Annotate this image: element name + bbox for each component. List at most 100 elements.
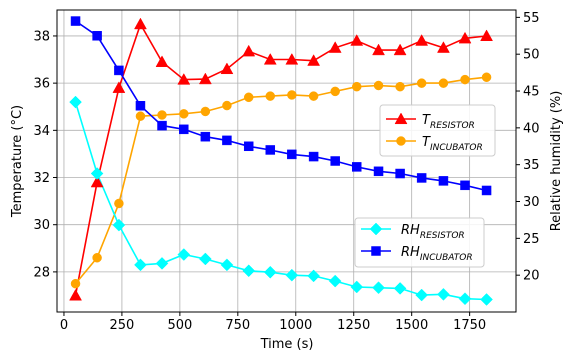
data-point-t-incubator (330, 86, 340, 97)
y-right-tick-label: 50 (523, 48, 540, 63)
y-right-tick-label: 25 (523, 232, 540, 247)
data-point-t-incubator (438, 78, 449, 88)
data-point-rh-resistor (372, 281, 385, 295)
data-point-t-incubator (157, 110, 167, 120)
data-point-t-resistor (415, 34, 429, 46)
y-right-tick-label: 20 (523, 269, 540, 284)
data-point-rh-incubator (114, 65, 124, 76)
data-point-rh-incubator (330, 156, 340, 166)
series-markers (69, 16, 493, 306)
data-point-rh-incubator (395, 168, 405, 179)
legend-marker (394, 112, 408, 125)
y-right-axis-ticks: 20 25 30 35 40 45 50 55 (516, 11, 540, 284)
data-point-rh-resistor (328, 274, 342, 288)
data-point-t-incubator (114, 198, 124, 209)
x-axis-ticks: 0 250 500 750 1000 1250 1500 1750 (60, 312, 486, 333)
y-left-axis-label: Temperature (°C) (10, 105, 25, 218)
data-point-t-incubator (179, 109, 189, 119)
data-point-t-resistor (307, 54, 321, 66)
data-point-t-resistor (242, 44, 256, 57)
data-point-rh-incubator (416, 173, 427, 183)
x-tick-label: 1250 (337, 318, 370, 333)
data-point-rh-incubator (70, 16, 81, 26)
y-left-tick-label: 32 (33, 171, 50, 186)
data-point-rh-incubator (243, 141, 254, 152)
x-tick-label: 1750 (453, 318, 486, 333)
plot-frame (56, 9, 517, 313)
data-point-t-resistor (220, 62, 234, 75)
data-point-rh-resistor (307, 269, 320, 283)
data-point-rh-resistor (155, 257, 169, 270)
y-right-tick-label: 45 (523, 85, 540, 100)
x-tick-label: 0 (60, 318, 68, 333)
data-point-t-incubator (70, 278, 81, 289)
legend-entry-t-resistor: TRESISTOR (422, 113, 475, 131)
x-tick-label: 250 (109, 318, 134, 333)
x-axis-label: Time (s) (260, 337, 314, 352)
data-point-rh-incubator (460, 180, 470, 191)
legend-sample-rh-incubator (361, 246, 391, 256)
legend-entry-rh-incubator: RHINCUBATOR (401, 245, 473, 263)
data-point-rh-resistor (112, 218, 126, 232)
data-point-t-resistor (372, 43, 385, 56)
data-point-t-incubator (395, 81, 405, 92)
data-point-t-incubator (460, 74, 470, 85)
data-point-t-resistor (177, 73, 191, 85)
data-point-rh-resistor (350, 280, 364, 294)
x-tick-label: 750 (225, 318, 250, 333)
data-point-t-resistor (134, 17, 147, 30)
data-point-rh-resistor (393, 282, 407, 295)
legend-entry-t-incubator: TINCUBATOR (422, 135, 483, 153)
data-point-t-resistor (112, 81, 126, 93)
data-point-rh-resistor (285, 268, 299, 282)
data-point-rh-resistor (458, 292, 472, 306)
data-point-t-resistor (198, 72, 212, 85)
y-right-axis-label: Relative humidity (%) (549, 91, 564, 232)
y-left-tick-label: 38 (33, 29, 50, 44)
data-point-rh-incubator (157, 120, 167, 131)
legend-box (379, 104, 496, 157)
legend-marker (371, 246, 381, 256)
data-point-rh-incubator (92, 31, 102, 41)
data-point-t-incubator (416, 78, 427, 88)
data-point-rh-incubator (438, 176, 449, 186)
legend-temperature: TRESISTOR TINCUBATOR (379, 104, 496, 157)
data-point-rh-resistor (263, 265, 277, 279)
data-point-rh-resistor (69, 95, 82, 109)
data-point-t-resistor (328, 41, 342, 53)
legend-sample-t-resistor (386, 112, 416, 125)
data-point-t-incubator (265, 91, 276, 101)
y-left-axis-ticks: 28 30 32 34 36 38 (33, 29, 57, 280)
data-point-t-resistor (285, 53, 299, 65)
data-point-rh-resistor (220, 258, 234, 272)
y-right-tick-label: 35 (523, 158, 540, 173)
legend-sample-rh-resistor (361, 222, 391, 236)
data-point-t-incubator (200, 106, 211, 117)
data-point-rh-incubator (287, 149, 297, 160)
data-point-rh-resistor (177, 248, 191, 261)
legend-humidity: RHRESISTOR RHINCUBATOR (354, 217, 485, 268)
legend-marker (369, 222, 383, 236)
y-right-tick-label: 40 (523, 121, 540, 136)
data-point-rh-resistor (480, 293, 493, 306)
y-left-tick-label: 36 (33, 77, 50, 92)
data-point-t-incubator (92, 252, 102, 263)
data-point-t-resistor (69, 288, 82, 301)
data-point-t-incubator (222, 100, 232, 111)
data-point-rh-resistor (134, 258, 147, 272)
data-point-rh-incubator (222, 135, 232, 146)
data-point-t-incubator (243, 92, 254, 103)
data-point-t-incubator (351, 81, 362, 92)
x-tick-label: 500 (167, 318, 192, 333)
y-left-tick-label: 30 (33, 218, 50, 233)
data-point-t-resistor (350, 34, 364, 46)
legend-marker (396, 136, 406, 146)
data-point-t-incubator (287, 90, 297, 100)
y-left-tick-label: 34 (33, 124, 50, 139)
data-point-rh-resistor (437, 287, 450, 301)
data-point-t-resistor (458, 31, 472, 44)
data-point-t-resistor (263, 53, 277, 65)
data-point-rh-incubator (265, 145, 276, 155)
data-point-rh-resistor (199, 252, 212, 266)
